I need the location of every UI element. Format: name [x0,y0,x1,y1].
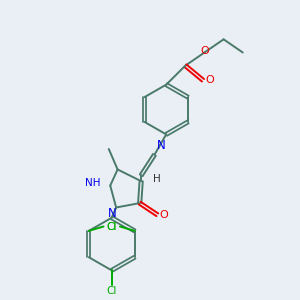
Text: N: N [157,139,166,152]
Text: H: H [154,174,161,184]
Text: Cl: Cl [106,286,117,296]
Text: Cl: Cl [106,221,117,232]
Text: Cl: Cl [106,221,117,232]
Text: O: O [200,46,209,56]
Text: NH: NH [85,178,101,188]
Text: O: O [160,210,168,220]
Text: N: N [108,207,117,220]
Text: O: O [205,75,214,85]
